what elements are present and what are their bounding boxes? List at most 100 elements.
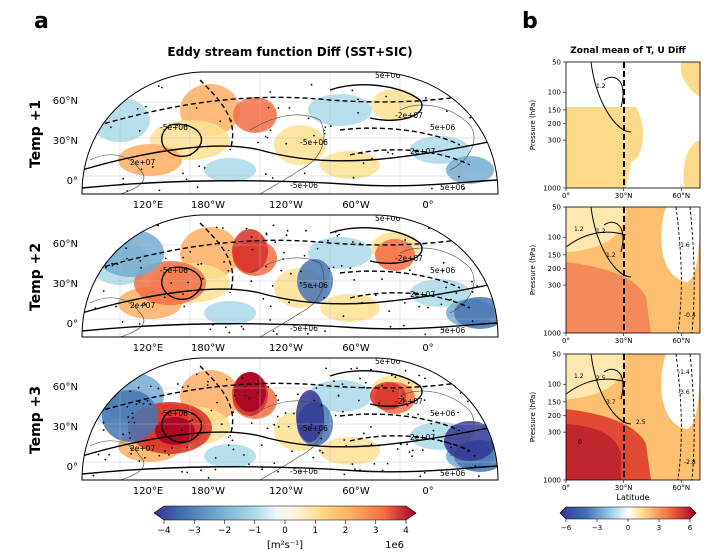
zonal-axes-frame [565,206,701,334]
lon-tick-label: 120°E [133,343,163,354]
contour-negative [82,232,498,274]
wind-contour-label: 3.7 [606,399,616,406]
lat-tick-label: 60°N [53,239,78,250]
colorbar-a-unit: [m²s⁻¹] [267,540,303,551]
anomaly-patch [233,97,277,133]
significance-stipple [91,224,479,336]
contour-label: -2e+07 [395,397,423,406]
anomaly-patch [444,421,496,461]
contour-negative [349,149,471,166]
lat-tick-label: 30°N [53,279,78,290]
wind-contour-negative [689,207,695,333]
coastline-europe [399,247,475,314]
colorbar-b-tick-label: −3 [592,524,602,532]
map-boundary [81,214,499,338]
row-label: Temp +3 [28,386,44,454]
y-tick-label: 1000 [543,477,561,485]
y-tick-label: 300 [548,282,561,290]
anomaly-patch [320,151,380,179]
colorbar-a-tick-label: 0 [282,526,288,536]
y-tick-label: 200 [548,120,561,128]
y-tick-label: 100 [548,381,561,389]
contour-label: -2e+07 [395,254,423,263]
y-axis-label: Pressure (hPa) [529,245,537,295]
wind-contour-label: 1.2 [606,252,616,259]
wind-contour-label: 1.2 [596,83,606,90]
lat-tick-label: 60°N [53,382,78,393]
contour-positive [161,409,203,444]
map-boundary [81,71,499,195]
wind-contour [603,368,624,400]
contour-label: 5e+06 [375,214,400,223]
colorbar-a-tick-label: 1 [312,526,318,536]
y-tick-label: 1000 [543,185,561,193]
wind-contour-label: -2.8 [684,459,696,466]
map-boundary [81,357,499,481]
temperature-field [566,424,621,480]
x-tick-label: 0° [562,484,570,492]
contour-negative [349,435,471,452]
contour-negative [349,292,471,309]
map-panels: 5e+06 -5e+06 2e+07 -2e+07 5e+06 -5e+06 5e+06 -5… [28,71,499,497]
contour-positive [329,370,423,407]
contour-positive [329,84,423,121]
wind-contour [590,62,632,133]
wind-contour-label: 1.2 [574,373,584,380]
lat-tick-label: 0° [67,462,78,473]
colorbar-a: −4 −3 −2 −1 0 1 2 3 4 [m²s⁻¹] 1e6 [153,505,417,551]
anomaly-patch [320,294,380,322]
x-tick-label: 60°N [672,337,690,345]
x-tick-label: 0° [562,192,570,200]
map-row-3: 5e+06 -5e+06 2e+07 -2e+07 5e+06 -5e+06 5e+06 -5… [28,357,499,497]
neutral-region [661,354,700,429]
y-tick-label: 150 [548,398,561,406]
wind-contour-label: 1.2 [596,228,606,235]
zonal-row-3: 2.5 1.2 3.7 -3.6 -2.8 2.5 0 -1.4 50 100 150 200 300 1… [529,351,701,492]
y-tick-label: 200 [548,265,561,273]
lon-tick-label: 120°W [269,343,303,354]
colorbar-a-bar [153,505,417,521]
anomaly-patch [454,297,498,329]
anomaly-patch [204,158,256,182]
anomaly-patch [96,229,164,277]
y-axis-label: Pressure (hPa) [529,392,537,442]
wind-contour [566,378,627,395]
contour-positive [161,266,203,301]
wind-contour [566,231,627,248]
row-label: Temp +1 [28,100,44,168]
map-row-2: 5e+06 -5e+06 2e+07 -2e+07 5e+06 -5e+06 5e+06 -5… [28,214,499,354]
colorbar-a-tick-label: 2 [343,526,349,536]
colorbar-b-tick-label: 6 [688,524,693,532]
coastline-asia [89,297,145,337]
lon-tick-label: 0° [422,486,433,497]
wind-contour-negative [689,354,695,480]
colorbar-b: −6 −3 0 3 6 [559,506,697,532]
anomaly-patch [296,390,324,442]
anomaly-patch [308,94,372,126]
wind-contour [590,207,632,278]
contour-label: 5e+06 [375,357,400,366]
wind-contour-label: 2.5 [596,375,606,382]
wind-contour-label: 1.2 [574,226,584,233]
colorbar-a-tick-label: 4 [403,526,409,536]
contour-label: 2e+07 [130,158,155,167]
lon-tick-label: 120°E [133,200,163,211]
contour-positive [82,322,498,332]
y-tick-label: 300 [548,137,561,145]
y-tick-label: 150 [548,251,561,259]
contour-label: 2e+07 [130,301,155,310]
lon-tick-label: 120°E [133,486,163,497]
wind-contour-label: -1.6 [678,242,690,249]
contour-negative [199,365,234,437]
contour-label: 2e+07 [410,290,435,299]
lon-tick-label: 120°W [269,200,303,211]
x-tick-label: 0° [562,337,570,345]
contour-label: 5e+06 [440,183,465,192]
y-tick-label: 1000 [543,330,561,338]
contour-label: -5e+06 [300,138,328,147]
colorbar-a-tick-label: −3 [188,526,201,536]
contour-label: 2e+07 [130,444,155,453]
panel-b-letter: b [522,9,538,34]
contour-positive [329,227,423,264]
